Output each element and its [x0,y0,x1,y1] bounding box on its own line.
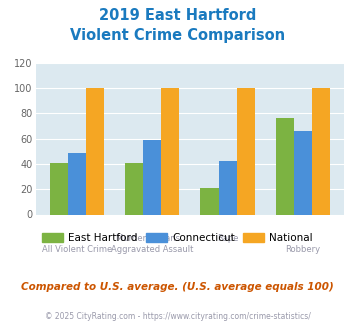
Text: Murder & Mans...: Murder & Mans... [116,234,188,243]
Text: Violent Crime Comparison: Violent Crime Comparison [70,28,285,43]
Bar [50,163,68,214]
Text: 2019 East Hartford: 2019 East Hartford [99,8,256,23]
Bar [201,188,219,215]
Text: Robbery: Robbery [285,245,321,254]
Text: © 2025 CityRating.com - https://www.cityrating.com/crime-statistics/: © 2025 CityRating.com - https://www.city… [45,312,310,321]
Text: Compared to U.S. average. (U.S. average equals 100): Compared to U.S. average. (U.S. average … [21,282,334,292]
Bar [86,88,104,214]
Bar [294,131,312,214]
Text: Rape: Rape [217,234,238,243]
Text: Aggravated Assault: Aggravated Assault [111,245,193,254]
Bar [161,88,179,214]
Legend: East Hartford, Connecticut, National: East Hartford, Connecticut, National [38,229,317,247]
Bar [237,88,255,214]
Bar [68,152,86,214]
Bar [125,163,143,214]
Bar [312,88,330,214]
Text: All Violent Crime: All Violent Crime [42,245,112,254]
Bar [143,140,161,214]
Bar [276,118,294,214]
Bar [219,161,237,214]
